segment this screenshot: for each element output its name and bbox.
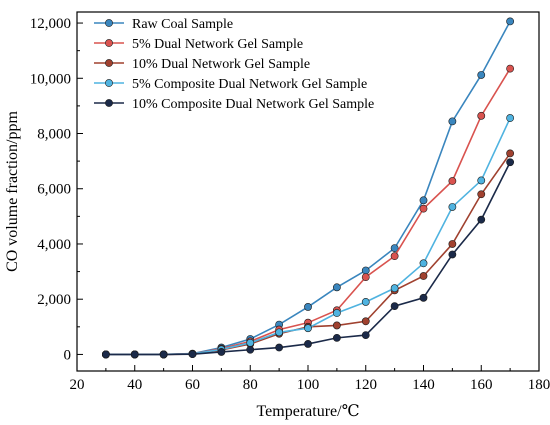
y-tick-label: 10,000 (30, 71, 71, 87)
data-point (390, 302, 399, 311)
data-point (506, 64, 515, 73)
legend-label: 10% Composite Dual Network Gel Sample (132, 97, 374, 112)
data-point (390, 252, 399, 261)
x-axis-ticks: 20 40 60 80 100 120 140 160 180 (70, 365, 550, 393)
data-point (390, 284, 399, 293)
data-point (361, 273, 370, 282)
data-point (332, 283, 341, 292)
data-point (188, 350, 197, 359)
data-point (246, 338, 255, 347)
data-point (448, 250, 457, 259)
x-tick-label: 40 (127, 377, 142, 393)
y-axis-title: CO volume fraction/ppm (4, 111, 21, 272)
legend-marker (105, 19, 113, 27)
x-tick-label: 160 (470, 377, 493, 393)
data-point (477, 215, 486, 224)
x-axis-title: Temperature/℃ (257, 403, 360, 420)
legend-marker (105, 39, 113, 47)
x-tick-label: 80 (243, 377, 258, 393)
data-point (419, 259, 428, 268)
data-point (130, 350, 139, 359)
data-point (361, 317, 370, 326)
legend-item: 5% Dual Network Gel Sample (94, 37, 303, 52)
y-tick-label: 6,000 (37, 182, 71, 198)
y-tick-label: 8,000 (37, 127, 71, 143)
legend-marker (105, 99, 113, 107)
data-point (275, 328, 284, 337)
data-point (361, 298, 370, 306)
data-point (361, 266, 370, 275)
x-tick-label: 20 (70, 377, 85, 393)
data-point (361, 331, 370, 339)
data-point (304, 340, 312, 348)
legend-item: 10% Composite Dual Network Gel Sample (94, 97, 374, 112)
x-tick-label: 60 (185, 377, 200, 393)
data-point (159, 350, 168, 359)
data-point (477, 176, 486, 185)
legend-label: 5% Composite Dual Network Gel Sample (132, 77, 367, 92)
data-point (275, 343, 284, 352)
data-point (506, 17, 515, 26)
data-point (332, 321, 341, 330)
data-point (506, 114, 515, 122)
y-tick-label: 12,000 (30, 16, 71, 32)
x-tick-label: 180 (528, 377, 550, 393)
legend-item: 10% Dual Network Gel Sample (94, 57, 310, 72)
data-point (390, 244, 399, 253)
data-point (448, 240, 457, 248)
data-point (217, 348, 226, 356)
data-point (304, 324, 312, 333)
data-point (101, 350, 110, 359)
series-5 (101, 158, 515, 359)
data-point (332, 333, 341, 342)
data-point (419, 272, 428, 280)
x-tick-label: 100 (297, 377, 320, 393)
data-point (477, 111, 486, 120)
legend-marker (105, 79, 113, 87)
y-tick-label: 4,000 (37, 237, 71, 253)
data-point (419, 204, 428, 213)
x-tick-label: 120 (355, 377, 378, 393)
data-point (304, 303, 312, 311)
data-point (246, 345, 255, 354)
legend-item: 5% Composite Dual Network Gel Sample (94, 77, 367, 92)
y-tick-label: 2,000 (37, 292, 71, 308)
legend-label: 5% Dual Network Gel Sample (132, 37, 303, 52)
y-tick-label: 0 (64, 347, 72, 363)
data-point (477, 190, 486, 199)
legend: Raw Coal Sample 5% Dual Network Gel Sampl… (94, 17, 374, 112)
data-point (419, 293, 428, 302)
series-layer (101, 17, 515, 359)
data-point (506, 149, 515, 158)
data-point (477, 71, 486, 79)
x-tick-label: 140 (412, 377, 435, 393)
y-axis-ticks: 0 2,000 4,000 6,000 8,000 10,000 12,000 (30, 16, 83, 363)
legend-item: Raw Coal Sample (94, 17, 233, 32)
data-point (448, 203, 457, 211)
legend-marker (105, 59, 113, 67)
legend-label: 10% Dual Network Gel Sample (132, 57, 310, 72)
data-point (448, 177, 457, 185)
legend-label: Raw Coal Sample (132, 17, 233, 32)
data-point (332, 309, 341, 317)
data-point (448, 117, 457, 126)
data-point (419, 196, 428, 205)
data-point (506, 158, 515, 167)
